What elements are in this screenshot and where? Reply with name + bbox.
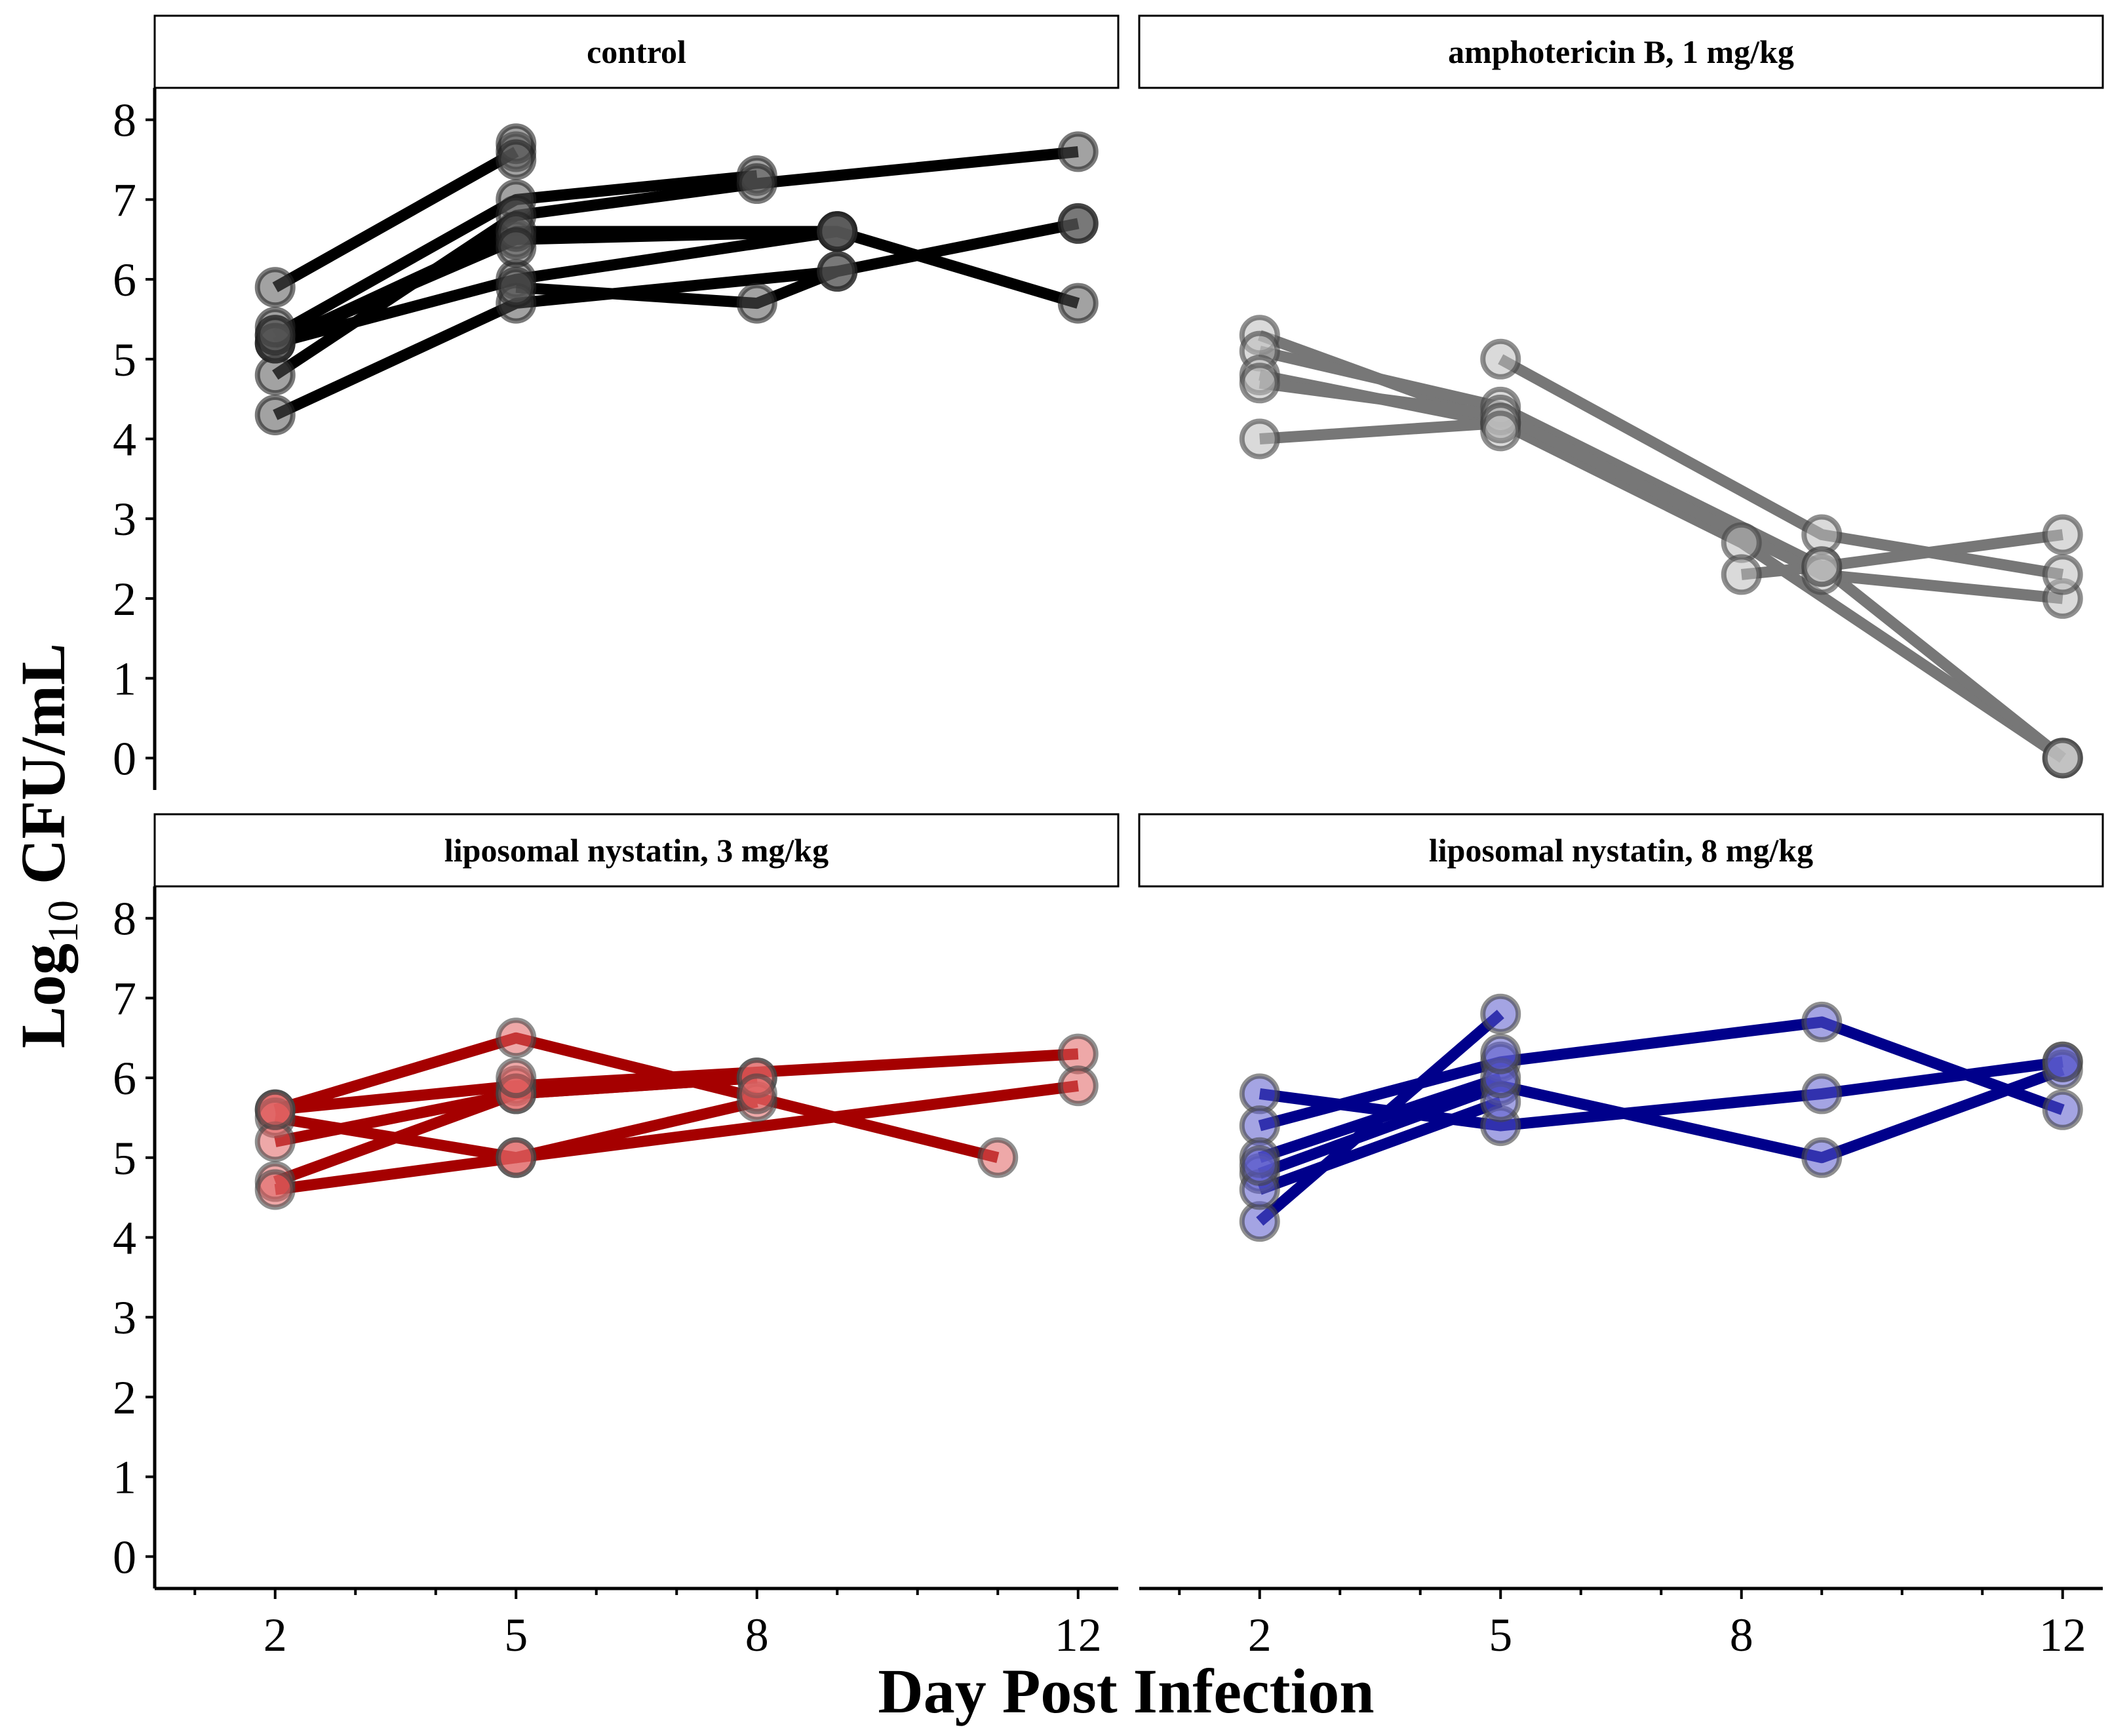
data-point [736,163,777,205]
data-point [1801,1073,1843,1115]
data-point [1801,546,1843,587]
data-point [817,211,858,252]
data-point [1480,410,1521,452]
y-tick-label: 3 [113,1292,136,1344]
facet-strip [153,14,1120,89]
data-point [1057,1065,1099,1107]
data-point [1239,418,1280,460]
y-tick-label: 2 [113,573,136,625]
series-line [515,218,1080,309]
x-tick-label: 2 [1248,1609,1272,1661]
x-tick-label: 2 [264,1609,287,1661]
y-tick-label: 8 [113,893,136,945]
y-tick-label: 5 [113,1132,136,1185]
facet-title: liposomal nystatin, 3 mg/kg [444,832,829,869]
series-line [1257,1096,1503,1195]
data-point [817,250,858,292]
data-point [254,315,296,356]
y-tick-label: 5 [113,334,136,386]
x-tick-label: 8 [745,1609,769,1661]
facet-strip [153,813,1120,888]
facet-title: amphotericin B, 1 mg/kg [1448,33,1794,70]
x-tick-label: 8 [1730,1609,1753,1661]
data-point [1801,1001,1843,1042]
series-line [1257,1064,2065,1179]
data-point [254,394,296,435]
data-point [1480,993,1521,1035]
y-tick-label: 2 [113,1371,136,1424]
data-point [254,1169,296,1210]
y-axis-title-suffix: CFU/mL [8,643,78,900]
facet-title: liposomal nystatin, 8 mg/kg [1429,832,1813,869]
y-tick-label: 1 [113,653,136,705]
y-axis-title: Log10 CFU/mL [8,643,87,1048]
data-point [1721,554,1762,595]
y-tick-label: 8 [113,94,136,147]
data-point [254,1089,296,1130]
y-tick-label: 7 [113,972,136,1025]
data-point [496,139,537,180]
y-tick-label: 4 [113,414,136,466]
data-point [1480,338,1521,380]
x-tick-label: 5 [504,1609,528,1661]
data-point [2042,738,2083,779]
x-tick-label: 12 [2039,1609,2086,1661]
data-point [1480,1033,1521,1075]
data-point [496,1137,537,1178]
series-line [1258,1073,1502,1163]
data-point [1057,283,1099,324]
panel-1: control 0 1 2 3 4 5 6 7 8 [113,14,1120,790]
data-point [254,267,296,308]
data-point [2042,514,2083,555]
series-line [1259,377,2063,604]
data-point [496,227,537,268]
x-tick-label: 5 [1489,1609,1512,1661]
data-point [1057,131,1099,172]
data-point [496,1057,537,1099]
series-line [273,226,1080,349]
data-point [1239,1145,1280,1186]
x-axis-title: Day Post Infection [878,1656,1374,1726]
series-line [1259,1056,2063,1132]
facet-strip [1138,14,2104,89]
series-line [272,146,1079,380]
data-point [1801,1137,1843,1178]
facet-strip [1138,813,2104,888]
data-point [496,1017,537,1059]
x-tick-label: 12 [1055,1609,1102,1661]
data-point [736,1073,777,1115]
series-line [1259,417,1501,444]
data-point [2042,1089,2083,1130]
y-tick-label: 0 [113,732,136,785]
data-point [1057,203,1099,244]
y-tick-label: 6 [113,254,136,306]
data-point [1239,363,1280,404]
series-line [272,146,519,292]
data-point [496,267,537,308]
panel-2: amphotericin B, 1 mg/kg [1138,14,2104,779]
data-point [977,1137,1019,1178]
y-axis-title-prefix: Log [8,943,78,1048]
data-point [736,283,777,324]
y-tick-label: 1 [113,1451,136,1504]
facet-title: control [587,33,686,70]
y-tick-label: 0 [113,1531,136,1583]
y-tick-label: 7 [113,174,136,226]
y-tick-label: 4 [113,1212,136,1265]
panel-4: liposomal nystatin, 8 mg/kg 2 5 8 12 [1138,813,2104,1661]
data-point [2042,554,2083,595]
y-axis-title-subscript: 10 [39,900,87,943]
data-point [2042,1041,2083,1082]
series-line [1258,1016,2065,1132]
y-tick-label: 3 [113,493,136,545]
y-tick-label: 6 [113,1052,136,1105]
series-line [1258,345,2067,762]
